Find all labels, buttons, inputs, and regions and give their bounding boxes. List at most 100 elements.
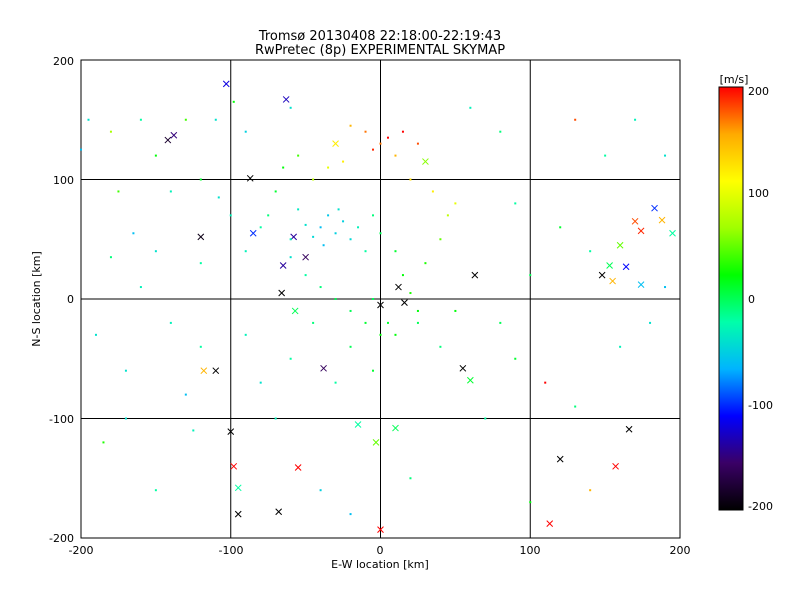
y-tick-label: -100 bbox=[49, 413, 74, 426]
cross-stroke bbox=[612, 462, 619, 470]
scatter-dot-point bbox=[274, 190, 277, 193]
scatter-cross-point bbox=[275, 508, 283, 516]
scatter-dot-point bbox=[274, 417, 277, 420]
scatter-dot-point bbox=[184, 118, 187, 121]
scatter-dot-point bbox=[634, 118, 637, 121]
cross-stroke bbox=[278, 289, 286, 297]
scatter-cross-point bbox=[294, 464, 302, 471]
scatter-cross-point bbox=[556, 455, 564, 463]
scatter-dot-point bbox=[154, 489, 157, 492]
scatter-dot-point bbox=[364, 321, 367, 324]
scatter-cross-point bbox=[222, 80, 230, 88]
scatter-dot-point bbox=[117, 190, 120, 193]
scatter-dot-point bbox=[87, 118, 90, 121]
scatter-dot-point bbox=[349, 124, 352, 127]
cross-stroke bbox=[459, 364, 467, 372]
scatter-dot-point bbox=[139, 286, 142, 289]
scatter-dot-point bbox=[259, 226, 262, 229]
scatter-dot-point bbox=[386, 136, 389, 139]
scatter-cross-point bbox=[227, 428, 235, 435]
scatter-cross-point bbox=[637, 281, 645, 289]
scatter-cross-point bbox=[197, 233, 205, 241]
x-tick-label: 100 bbox=[520, 544, 541, 557]
scatter-dot-point bbox=[372, 214, 375, 217]
scatter-dot-point bbox=[289, 357, 292, 360]
scatter-cross-point bbox=[377, 526, 384, 533]
scatter-cross-point bbox=[164, 136, 172, 144]
scatter-cross-point bbox=[234, 484, 242, 492]
scatter-dot-point bbox=[379, 333, 382, 336]
scatter-cross-point bbox=[669, 229, 676, 237]
scatter-dot-point bbox=[169, 321, 172, 324]
scatter-dot-point bbox=[386, 321, 389, 324]
scatter-dot-point bbox=[544, 381, 547, 384]
scatter-cross-point bbox=[234, 510, 242, 518]
colorbar-gradient bbox=[718, 86, 744, 511]
scatter-dot-point bbox=[132, 232, 135, 235]
cross-stroke bbox=[471, 271, 479, 279]
cross-stroke bbox=[197, 233, 205, 241]
scatter-dot-point bbox=[469, 106, 472, 109]
cross-stroke bbox=[395, 283, 402, 291]
cross-stroke bbox=[282, 96, 290, 103]
cross-stroke bbox=[320, 364, 327, 372]
cross-stroke bbox=[392, 424, 399, 432]
scatter-dot-point bbox=[499, 321, 502, 324]
scatter-dot-point bbox=[409, 178, 412, 181]
scatter-cross-point bbox=[625, 425, 633, 433]
scatter-dot-point bbox=[439, 238, 442, 241]
scatter-dot-point bbox=[334, 298, 337, 300]
cross-stroke bbox=[377, 301, 384, 309]
scatter-dot-point bbox=[364, 250, 367, 253]
scatter-cross-point bbox=[354, 421, 362, 428]
scatter-cross-point bbox=[377, 301, 384, 309]
scatter-dot-point bbox=[304, 274, 307, 277]
scatter-cross-point bbox=[170, 131, 178, 139]
scatter-dot-point bbox=[431, 190, 434, 193]
scatter-dot-point bbox=[372, 148, 375, 151]
scatter-dot-point bbox=[289, 256, 292, 259]
cross-stroke bbox=[275, 508, 283, 516]
scatter-cross-point bbox=[291, 307, 299, 315]
scatter-dot-point bbox=[529, 501, 532, 504]
cross-stroke bbox=[466, 376, 474, 384]
scatter-dot-point bbox=[372, 298, 375, 300]
scatter-dot-point bbox=[124, 417, 127, 420]
cross-stroke bbox=[246, 174, 254, 182]
scatter-cross-point bbox=[278, 289, 286, 297]
scatter-dot-point bbox=[454, 202, 457, 205]
cross-stroke bbox=[230, 462, 238, 470]
scatter-cross-point bbox=[606, 262, 613, 269]
scatter-dot-point bbox=[416, 321, 419, 324]
y-tick-label: 100 bbox=[53, 174, 74, 187]
cross-stroke bbox=[234, 510, 242, 518]
scatter-dot-point bbox=[409, 292, 412, 295]
scatter-dot-point bbox=[664, 286, 667, 289]
scatter-cross-point bbox=[230, 462, 238, 470]
scatter-dot-point bbox=[327, 166, 330, 169]
scatter-dot-point bbox=[199, 345, 202, 348]
cross-stroke bbox=[200, 367, 208, 375]
colorbar-tick-label: 0 bbox=[748, 293, 755, 306]
scatter-dot-point bbox=[454, 309, 457, 312]
scatter-dot-point bbox=[232, 100, 235, 103]
scatter-cross-point bbox=[395, 283, 402, 291]
cross-stroke bbox=[372, 439, 380, 446]
scatter-dot-point bbox=[214, 118, 217, 121]
cross-stroke bbox=[377, 526, 384, 533]
scatter-dot-point bbox=[364, 130, 367, 133]
y-tick-labels: -200 -100 0 100 200 bbox=[49, 55, 74, 545]
scatter-dot-point bbox=[199, 262, 202, 265]
scatter-dot-point bbox=[379, 142, 382, 145]
cross-stroke bbox=[637, 227, 645, 235]
cross-stroke bbox=[606, 262, 613, 269]
cross-stroke bbox=[279, 262, 287, 269]
scatter-dot-point bbox=[244, 130, 247, 133]
colorbar-tick-label: -100 bbox=[748, 399, 773, 412]
cross-stroke bbox=[170, 131, 178, 139]
scatter-dot-point bbox=[289, 106, 292, 109]
scatter-dot-point bbox=[169, 190, 172, 193]
cross-stroke bbox=[332, 140, 339, 148]
scatter-dot-point bbox=[589, 250, 592, 253]
scatter-dot-point bbox=[401, 130, 404, 133]
